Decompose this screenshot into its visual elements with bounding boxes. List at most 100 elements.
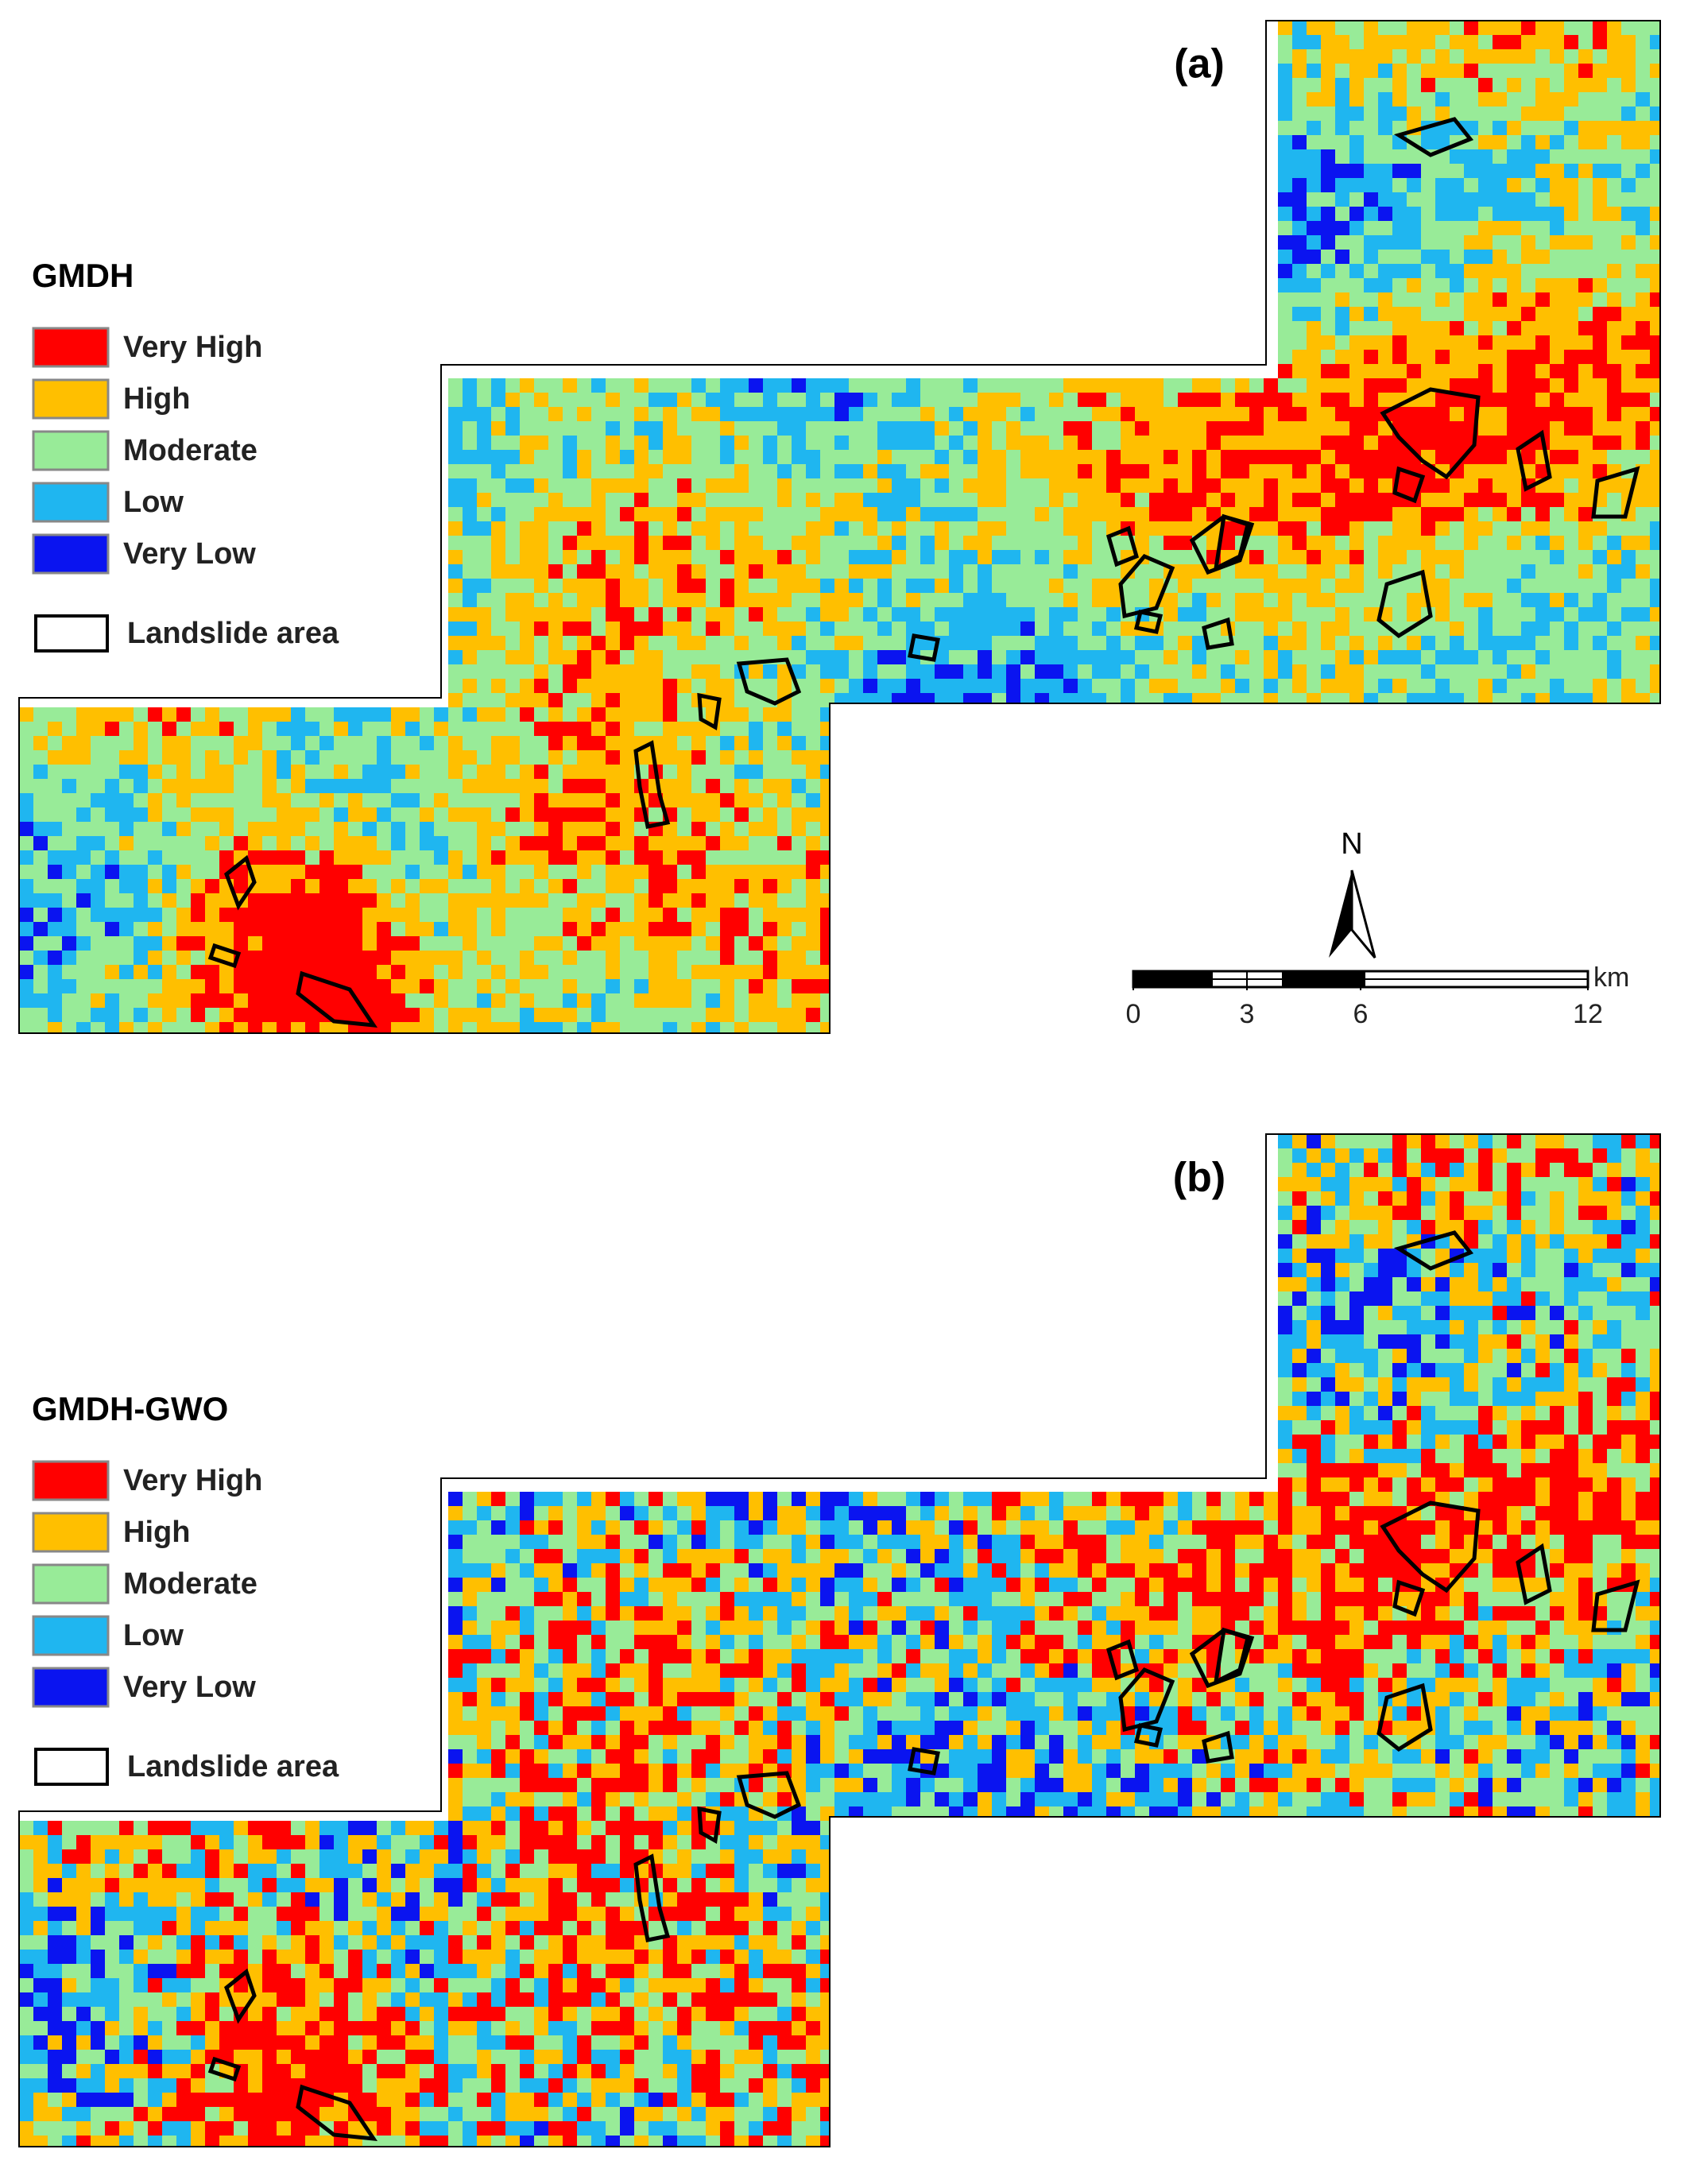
map-cell: [1621, 49, 1636, 64]
map-cell: [548, 393, 563, 408]
map-cell: [305, 807, 320, 823]
map-cell: [1349, 164, 1365, 179]
map-cell: [319, 765, 335, 780]
map-cell: [777, 393, 792, 408]
map-cell: [1607, 407, 1622, 422]
map-cell: [248, 850, 263, 865]
map-cell: [148, 736, 163, 751]
map-cell: [1421, 64, 1436, 79]
map-cell: [877, 593, 892, 608]
map-cell: [477, 378, 492, 393]
map-cell: [1435, 1148, 1450, 1164]
map-cell: [477, 908, 492, 923]
map-cell: [1621, 536, 1636, 551]
map-cell: [105, 1008, 120, 1023]
map-cell: [1121, 421, 1136, 436]
map-cell: [420, 807, 435, 823]
map-cell: [1149, 693, 1164, 708]
map-cell: [706, 650, 721, 665]
map-cell: [1235, 693, 1250, 708]
map-cell: [1378, 178, 1393, 193]
map-cell: [606, 779, 621, 794]
map-cell: [1593, 106, 1608, 122]
map-cell: [720, 879, 735, 894]
map-cell: [1307, 664, 1322, 680]
map-cell: [1020, 421, 1036, 436]
map-cell: [1478, 650, 1493, 665]
map-cell: [577, 636, 592, 651]
map-cell: [649, 993, 664, 1009]
map-cell: [620, 421, 635, 436]
map-cell: [1636, 693, 1651, 708]
map-cell: [806, 936, 821, 951]
map-cell: [1450, 149, 1465, 165]
map-cell: [1392, 564, 1407, 579]
map-cell: [534, 464, 549, 479]
map-cell: [1535, 135, 1551, 150]
map-cell: [534, 850, 549, 865]
map-cell: [234, 807, 249, 823]
map-cell: [1636, 1291, 1651, 1307]
map-cell: [334, 850, 349, 865]
map-cell: [448, 1535, 463, 1550]
map-cell: [763, 779, 778, 794]
map-cell: [720, 707, 735, 722]
map-cell: [1121, 507, 1136, 522]
map-cell: [505, 464, 521, 479]
map-cell: [949, 693, 964, 708]
map-cell: [1650, 307, 1660, 322]
map-cell: [706, 436, 721, 451]
map-cell: [1493, 1234, 1508, 1249]
map-cell: [534, 951, 549, 966]
map-cell: [1550, 350, 1565, 365]
map-cell: [834, 436, 850, 451]
map-cell: [1564, 1363, 1579, 1378]
map-cell: [1106, 579, 1121, 594]
map-cell: [1521, 278, 1536, 293]
map-cell: [634, 493, 649, 508]
map-cell: [906, 607, 921, 622]
map-cell: [1507, 493, 1522, 508]
map-cell: [520, 1022, 535, 1033]
map-cell: [1550, 593, 1565, 608]
map-cell: [505, 579, 521, 594]
map-cell: [76, 793, 91, 808]
map-cell: [1020, 1492, 1036, 1507]
map-cell: [1278, 207, 1293, 222]
map-cell: [119, 993, 134, 1009]
map-cell: [1292, 121, 1307, 136]
map-cell: [420, 893, 435, 908]
map-cell: [105, 979, 120, 994]
map-cell: [1078, 664, 1093, 680]
map-cell: [634, 893, 649, 908]
map-cell: [105, 822, 120, 837]
map-cell: [1178, 450, 1193, 465]
map-cell: [1621, 1406, 1636, 1421]
map-cell: [305, 722, 320, 737]
map-cell: [463, 993, 478, 1009]
map-cell: [906, 507, 921, 522]
map-cell: [1593, 278, 1608, 293]
map-cell: [1106, 650, 1121, 665]
map-cell: [834, 1506, 850, 1521]
map-cell: [491, 822, 506, 837]
map-cell: [1335, 478, 1350, 494]
map-cell: [720, 993, 735, 1009]
map-cell: [1464, 1220, 1479, 1235]
map-cell: [634, 378, 649, 393]
map-cell: [720, 593, 735, 608]
map-cell: [1593, 450, 1608, 465]
map-cell: [105, 836, 120, 851]
map-cell: [1278, 106, 1293, 122]
map-cell: [563, 679, 578, 694]
map-cell: [520, 822, 535, 837]
map-cell: [820, 450, 835, 465]
map-cell: [620, 579, 635, 594]
map-cell: [892, 607, 907, 622]
map-cell: [1149, 493, 1164, 508]
map-cell: [477, 879, 492, 894]
map-cell: [448, 893, 463, 908]
map-cell: [734, 536, 749, 551]
map-cell: [1163, 378, 1179, 393]
map-cell: [448, 951, 463, 966]
